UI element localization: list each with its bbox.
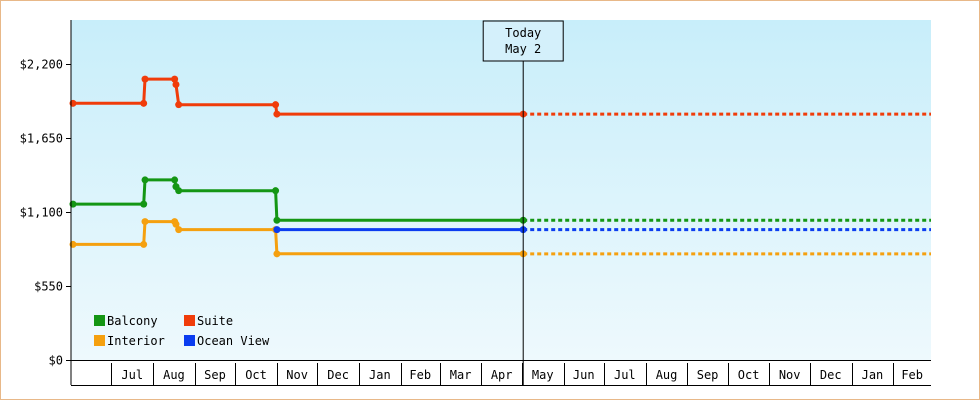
series-point-interior xyxy=(172,220,180,228)
series-point-suite xyxy=(172,81,180,89)
x-tick-label: Nov xyxy=(779,368,801,382)
x-tick-label: Nov xyxy=(286,368,308,382)
series-point-interior xyxy=(175,226,183,234)
series-point-balcony xyxy=(141,176,149,184)
series-point-suite xyxy=(272,101,280,109)
x-tick-label: Sep xyxy=(204,368,226,382)
x-tick-label: Aug xyxy=(656,368,678,382)
x-tick-label: Dec xyxy=(327,368,349,382)
x-tick-label: Jul xyxy=(614,368,636,382)
legend-swatch-interior xyxy=(94,335,105,346)
y-tick-label: $1,100 xyxy=(20,206,63,220)
today-date: May 2 xyxy=(505,42,541,56)
legend-swatch-balcony xyxy=(94,315,105,326)
y-tick-label: $2,200 xyxy=(20,58,63,72)
x-tick-label: Oct xyxy=(245,368,267,382)
legend-swatch-suite xyxy=(184,315,195,326)
x-tick-label: Jan xyxy=(369,368,391,382)
series-point-ocean-view xyxy=(273,226,281,234)
x-tick-label: May xyxy=(532,368,554,382)
legend-label-suite: Suite xyxy=(197,314,233,328)
series-point-balcony xyxy=(272,187,280,195)
series-point-suite xyxy=(175,101,183,109)
today-label: Today xyxy=(505,26,541,40)
x-tick-label: Aug xyxy=(163,368,185,382)
series-point-balcony xyxy=(175,187,183,195)
y-tick-label: $1,650 xyxy=(20,132,63,146)
series-point-suite xyxy=(273,110,281,118)
today-box xyxy=(482,20,564,62)
series-point-suite xyxy=(171,75,179,83)
x-tick-label: Jan xyxy=(862,368,884,382)
legend-label-interior: Interior xyxy=(107,334,165,348)
series-point-balcony xyxy=(273,216,281,224)
y-tick-label: $0 xyxy=(49,354,63,368)
x-tick-label: Jun xyxy=(573,368,595,382)
y-tick-label: $550 xyxy=(34,280,63,294)
x-tick-label: Oct xyxy=(738,368,760,382)
series-point-interior xyxy=(141,218,149,226)
x-tick-label: Jul xyxy=(121,368,143,382)
series-point-balcony xyxy=(171,176,179,184)
x-tick-label: Feb xyxy=(409,368,431,382)
x-tick-label: Feb xyxy=(901,368,923,382)
series-layer xyxy=(69,75,931,258)
series-point-suite xyxy=(140,99,148,107)
legend-label-balcony: Balcony xyxy=(107,314,158,328)
legend-label-ocean-view: Ocean View xyxy=(197,334,270,348)
legend: Balcony Suite Interior Ocean View xyxy=(94,314,270,348)
series-point-interior xyxy=(140,240,148,248)
legend-swatch-ocean-view xyxy=(184,335,195,346)
x-tick-label: Mar xyxy=(450,368,472,382)
axis-layer: $0 $550 $1,100 $1,650 $2,200 Jul Aug Sep Oct Nov D… xyxy=(20,20,931,386)
series-point-suite xyxy=(141,75,149,83)
today-marker: Today May 2 xyxy=(482,20,564,385)
x-tick-label: Sep xyxy=(697,368,719,382)
x-tick-label: Apr xyxy=(491,368,513,382)
x-tick-label: Dec xyxy=(820,368,842,382)
series-point-balcony xyxy=(140,200,148,208)
series-point-interior xyxy=(273,250,281,258)
